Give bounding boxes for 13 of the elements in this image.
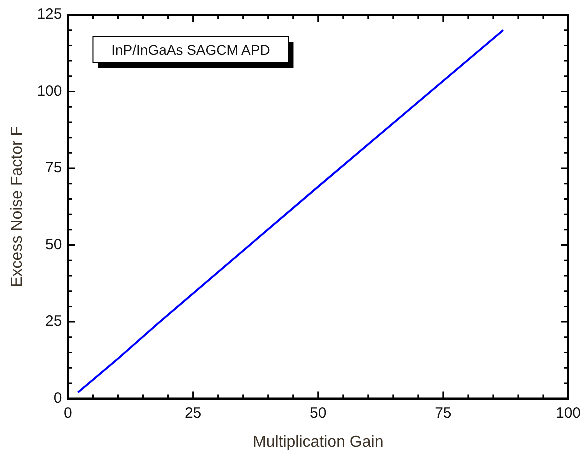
- annotation: InP/InGaAs SAGCM APD: [112, 42, 270, 58]
- y-tick-label: 25: [46, 313, 62, 330]
- y-tick-label: 75: [46, 160, 62, 177]
- y-tick-label: 100: [37, 82, 62, 100]
- x-tick-label: 100: [556, 404, 581, 422]
- y-tick-label: 0: [54, 390, 62, 407]
- x-axis-title: Multiplication Gain: [252, 434, 384, 451]
- y-tick-label: 125: [37, 6, 62, 24]
- x-tick-label: 75: [435, 404, 452, 422]
- x-tick-label: 50: [310, 404, 327, 422]
- x-tick-label: 25: [184, 404, 202, 422]
- y-tick-label: 50: [46, 236, 62, 254]
- y-axis-title: Excess Noise Factor F: [9, 126, 26, 288]
